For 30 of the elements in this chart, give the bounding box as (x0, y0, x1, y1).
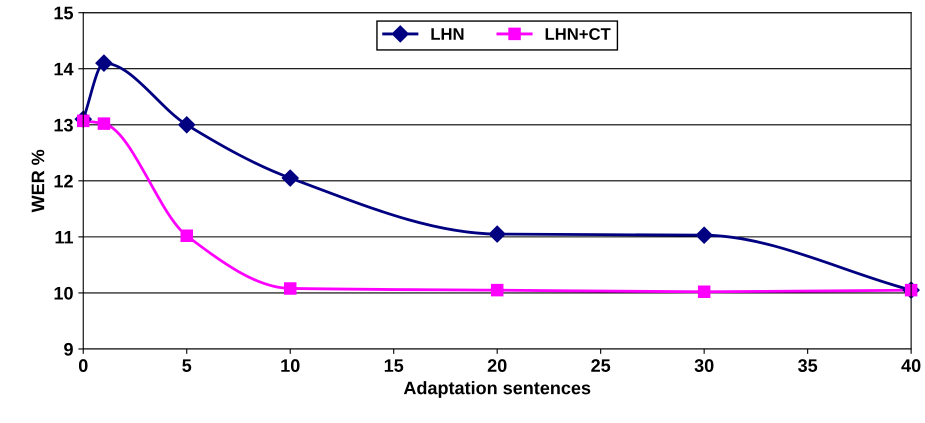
point (98, 117, 110, 130)
y-tick-label: 12 (54, 174, 73, 188)
point (490, 284, 504, 296)
x-tick-label: 20 (488, 359, 506, 372)
x-axis-title: Adaptation sentences (404, 381, 590, 398)
y-tick-label: 9 (64, 342, 73, 356)
point (95, 54, 112, 72)
x-tick-label: 5 (182, 359, 192, 372)
x-tick-label: 0 (78, 359, 88, 372)
point (696, 226, 713, 244)
point (284, 282, 296, 295)
point (180, 230, 193, 242)
point (178, 116, 196, 134)
y-tick-label: 14 (54, 62, 74, 76)
y-tick-label: 15 (54, 6, 74, 20)
x-tick-label: 40 (901, 359, 920, 372)
legend-label: LHN+CT (546, 28, 611, 40)
y-tick-label: 11 (56, 231, 74, 244)
point (282, 169, 299, 187)
y-axis-title: WER % (32, 150, 44, 212)
y-tick-label: 13 (54, 118, 73, 132)
point (488, 226, 506, 243)
x-tick-label: 10 (281, 359, 300, 372)
x-tick-label: 30 (694, 359, 714, 372)
x-tick-label: 25 (591, 359, 610, 372)
x-tick-label: 35 (798, 359, 818, 372)
y-tick-label: 10 (54, 286, 73, 300)
legend-label: LHN (431, 28, 464, 40)
point (698, 286, 710, 298)
x-tick-label: 15 (384, 359, 404, 372)
